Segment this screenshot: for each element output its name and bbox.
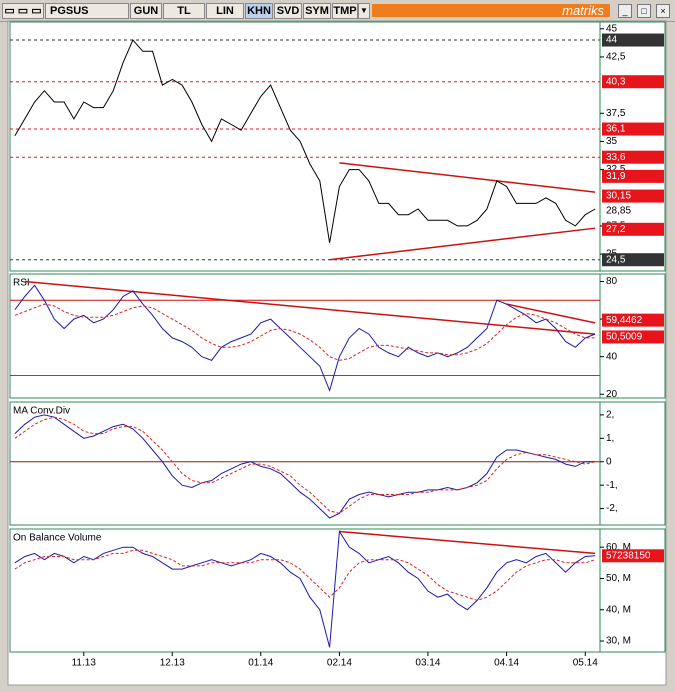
series-line [14,549,596,601]
toolbar-button[interactable]: KHN [245,3,273,19]
y-tick-label: 1, [606,433,614,444]
toolbar-button[interactable]: GUN [130,3,162,19]
y-tick-label: 40 [606,351,618,362]
panel-title: MA Conv.Div [13,406,70,417]
x-tick-label: 11.13 [72,658,97,669]
level-label: 59,4462 [606,315,643,326]
level-label: 27,2 [606,224,626,235]
level-tag [602,33,664,47]
y-tick-label: 20 [606,389,618,400]
x-tick-label: 01.14 [248,658,273,669]
level-tag [602,150,664,164]
x-tick-label: 02.14 [327,658,352,669]
y-tick-label: 30, M [606,636,631,647]
toolbar-button[interactable]: SYM [303,3,331,19]
y-tick-label: 42,5 [606,52,626,63]
toolbar-button[interactable]: LIN [206,3,244,19]
y-tick-label: 80 [606,276,618,287]
level-tag [602,330,664,344]
y-tick-label: 50, M [606,573,631,584]
y-tick-label: 32,5 [606,164,626,175]
trend-line [339,162,596,193]
trend-line [329,227,596,261]
symbol-box[interactable]: PGSUS [45,3,129,19]
minimize-button[interactable]: _ [618,4,632,18]
x-tick-label: 12.13 [160,658,185,669]
toolbar-button[interactable]: TL [163,3,205,19]
level-label: 44 [606,35,618,46]
level-tag [602,222,664,236]
toolbar: ▭ ▭ ▭ PGSUS GUN TL LIN KHN SVD SYM TMP ▼… [0,0,675,22]
level-label: 36,1 [606,124,626,135]
series-line [14,529,596,648]
y-tick-label: 37,5 [606,108,626,119]
level-label: 40,3 [606,76,626,87]
y-tick-label: 0 [606,456,612,467]
series-line [14,39,596,243]
level-tag [602,313,664,327]
y-tick-label: 35 [606,136,618,147]
series-line [14,284,596,393]
y-tick-label: 60, M [606,542,631,553]
trend-line [24,280,596,335]
brand: matriks [562,3,604,18]
level-label: 24,5 [606,254,626,265]
axis-frame [599,528,666,653]
level-tag [602,169,664,183]
y-tick-label: 2, [606,410,614,421]
series-line [14,416,596,514]
y-tick-label: 45 [606,23,618,34]
level-label: 31,9 [606,171,626,182]
panel-title: On Balance Volume [13,533,102,544]
axis-frame [599,21,666,272]
y-tick-label: -2, [606,503,618,514]
series-line [14,414,596,519]
toolbar-button[interactable]: SVD [274,3,302,19]
dropdown[interactable]: ▼ [358,3,370,19]
level-label: 28,85 [606,205,631,216]
chart-frame [7,20,667,686]
level-tag [601,203,665,218]
level-tag [602,122,664,136]
close-button[interactable]: × [656,4,670,18]
trend-line [506,303,596,324]
panel-title: RSI [13,278,30,289]
axis-frame [599,401,666,526]
level-tag [602,549,664,563]
level-tag [602,189,664,203]
brand-bar: matriks [372,3,610,18]
x-tick-label: 04.14 [494,658,519,669]
x-tick-label: 05.14 [573,658,598,669]
level-label: 50,5009 [606,332,643,343]
level-label: 33,6 [606,152,626,163]
toolbar-button[interactable]: TMP [332,3,358,19]
level-tag [602,253,664,267]
axis-frame [599,273,666,399]
level-label: 57238150 [606,550,651,561]
y-tick-label: -1, [606,480,618,491]
maximize-button[interactable]: □ [637,4,651,18]
level-label: 30,15 [606,191,631,202]
trend-line [339,530,596,555]
series-line [14,303,596,361]
x-tick-label: 03.14 [415,658,440,669]
window-icons[interactable]: ▭ ▭ ▭ [2,3,44,19]
y-tick-label: 40, M [606,604,631,615]
level-tag [602,75,664,89]
